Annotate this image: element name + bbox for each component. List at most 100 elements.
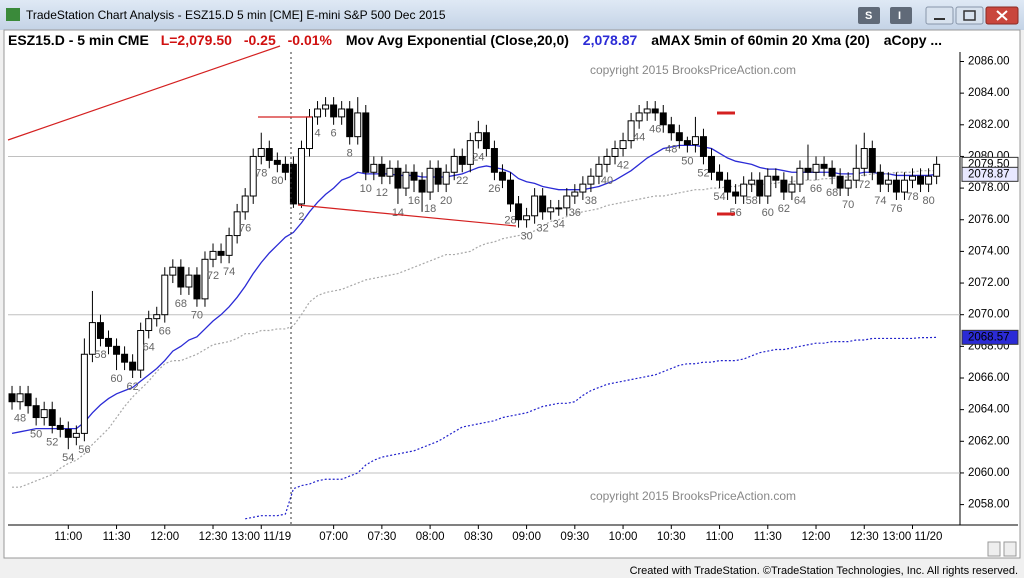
x-tick-label: 11:30 xyxy=(103,531,131,543)
candle-body xyxy=(748,179,756,185)
candle-body xyxy=(507,179,514,205)
candle-body xyxy=(129,361,137,371)
bar-number: 4 xyxy=(314,128,320,140)
bar-number: 42 xyxy=(617,159,629,171)
chart-panel xyxy=(3,29,1021,559)
bar-number: 70 xyxy=(191,310,203,322)
bar-number: 16 xyxy=(408,195,420,207)
bar-number: 2 xyxy=(298,211,304,223)
scroll-right-button[interactable] xyxy=(1003,541,1017,557)
candle-body xyxy=(394,167,402,189)
candle-body xyxy=(418,179,426,193)
candle-body xyxy=(121,353,129,363)
minimize-button[interactable] xyxy=(925,6,954,25)
bar-number: 50 xyxy=(30,428,42,440)
candle-body xyxy=(635,112,643,122)
candle-body xyxy=(105,337,112,347)
candle-body xyxy=(265,148,273,161)
candle-body xyxy=(523,215,531,221)
bar-number: 78 xyxy=(255,167,267,179)
y-tick-label: 2086.00 xyxy=(968,56,1010,68)
candle-body xyxy=(828,167,836,177)
candle-body xyxy=(442,171,450,185)
y-tick-label: 2084.00 xyxy=(968,87,1010,99)
bar-number: 10 xyxy=(360,183,372,195)
candle-body xyxy=(257,148,265,157)
x-tick-label: 09:00 xyxy=(512,531,541,543)
candle-body xyxy=(225,235,233,256)
pct-change: -0.01% xyxy=(288,32,333,48)
amax-name: aMAX 5min of 60min 20 Xma (20) xyxy=(651,32,870,48)
candle-body xyxy=(498,171,506,181)
indicator-line xyxy=(245,336,937,520)
bar-number: 66 xyxy=(159,326,171,338)
bar-number: 72 xyxy=(207,270,219,282)
candle-body xyxy=(370,163,378,173)
candle-body xyxy=(667,124,675,134)
candle-body xyxy=(683,140,691,146)
candle-body xyxy=(643,108,651,114)
candle-body xyxy=(354,112,362,138)
candle-body xyxy=(571,191,579,197)
candle-body xyxy=(330,104,338,118)
candle-body xyxy=(346,108,354,138)
watermark: copyright 2015 BrooksPriceAction.com xyxy=(590,489,796,503)
footer-text: Created with TradeStation. ©TradeStation… xyxy=(630,565,1018,577)
chart-header: ESZ15.D - 5 min CME L=2,079.50 -0.25 -0.… xyxy=(8,32,942,48)
candle-body xyxy=(925,175,933,185)
y-tick-label: 2078.00 xyxy=(968,182,1010,194)
candle-body xyxy=(490,148,498,173)
candle-body xyxy=(804,167,812,173)
candle-body xyxy=(8,393,16,403)
interval-menu-button[interactable] xyxy=(890,7,912,24)
candle-body xyxy=(402,171,410,189)
bar-number: 30 xyxy=(520,231,532,243)
candle-body xyxy=(24,393,32,407)
bar-number: 74 xyxy=(874,195,886,207)
candle-body xyxy=(426,167,434,193)
bar-number: 54 xyxy=(62,452,74,464)
bar-number: 22 xyxy=(456,175,468,187)
price-tag xyxy=(961,166,1019,182)
candle-body xyxy=(458,155,466,165)
bar-number: 28 xyxy=(504,215,516,227)
candle-body xyxy=(756,179,764,197)
bar-number: 54 xyxy=(713,191,725,203)
x-tick-label: 08:00 xyxy=(416,531,445,543)
app-icon xyxy=(6,8,20,21)
bar-number: 12 xyxy=(376,187,388,199)
candle-body xyxy=(619,140,627,150)
candle-body xyxy=(708,155,715,173)
candle-body xyxy=(539,195,547,213)
candle-body xyxy=(201,258,209,300)
maximize-button[interactable] xyxy=(955,6,984,25)
bar-number: 48 xyxy=(14,413,26,425)
candle-body xyxy=(699,136,707,157)
candle-body xyxy=(88,322,96,355)
bar-number: 62 xyxy=(126,381,138,393)
candle-body xyxy=(780,179,788,193)
candle-body xyxy=(764,175,772,197)
title-bar xyxy=(0,0,1024,30)
bar-number: 36 xyxy=(569,207,581,219)
scroll-left-button[interactable] xyxy=(987,541,1001,557)
candle-body xyxy=(241,195,249,213)
candle-body xyxy=(547,207,555,213)
x-tick-label: 13:00 11/19 xyxy=(231,531,291,543)
bar-number: 68 xyxy=(175,298,187,310)
bar-number: 20 xyxy=(440,195,452,207)
plot-area: 2058.00 2060.00 2062.00 2064.00 2066.00 2068.… xyxy=(8,56,1019,543)
candle-body xyxy=(651,108,659,114)
y-tick-label: 2062.00 xyxy=(968,435,1010,447)
candle-body xyxy=(892,179,900,193)
y-tick-label: 2064.00 xyxy=(968,404,1010,416)
symbol-menu-button[interactable] xyxy=(858,7,880,24)
candle-body xyxy=(860,148,868,169)
candle-body xyxy=(161,274,169,316)
candle-body xyxy=(314,108,322,118)
bar-number: 58 xyxy=(94,349,106,361)
candle-body xyxy=(555,207,563,210)
candle-body xyxy=(772,175,780,181)
candle-body xyxy=(917,175,925,185)
candle-body xyxy=(474,132,482,142)
